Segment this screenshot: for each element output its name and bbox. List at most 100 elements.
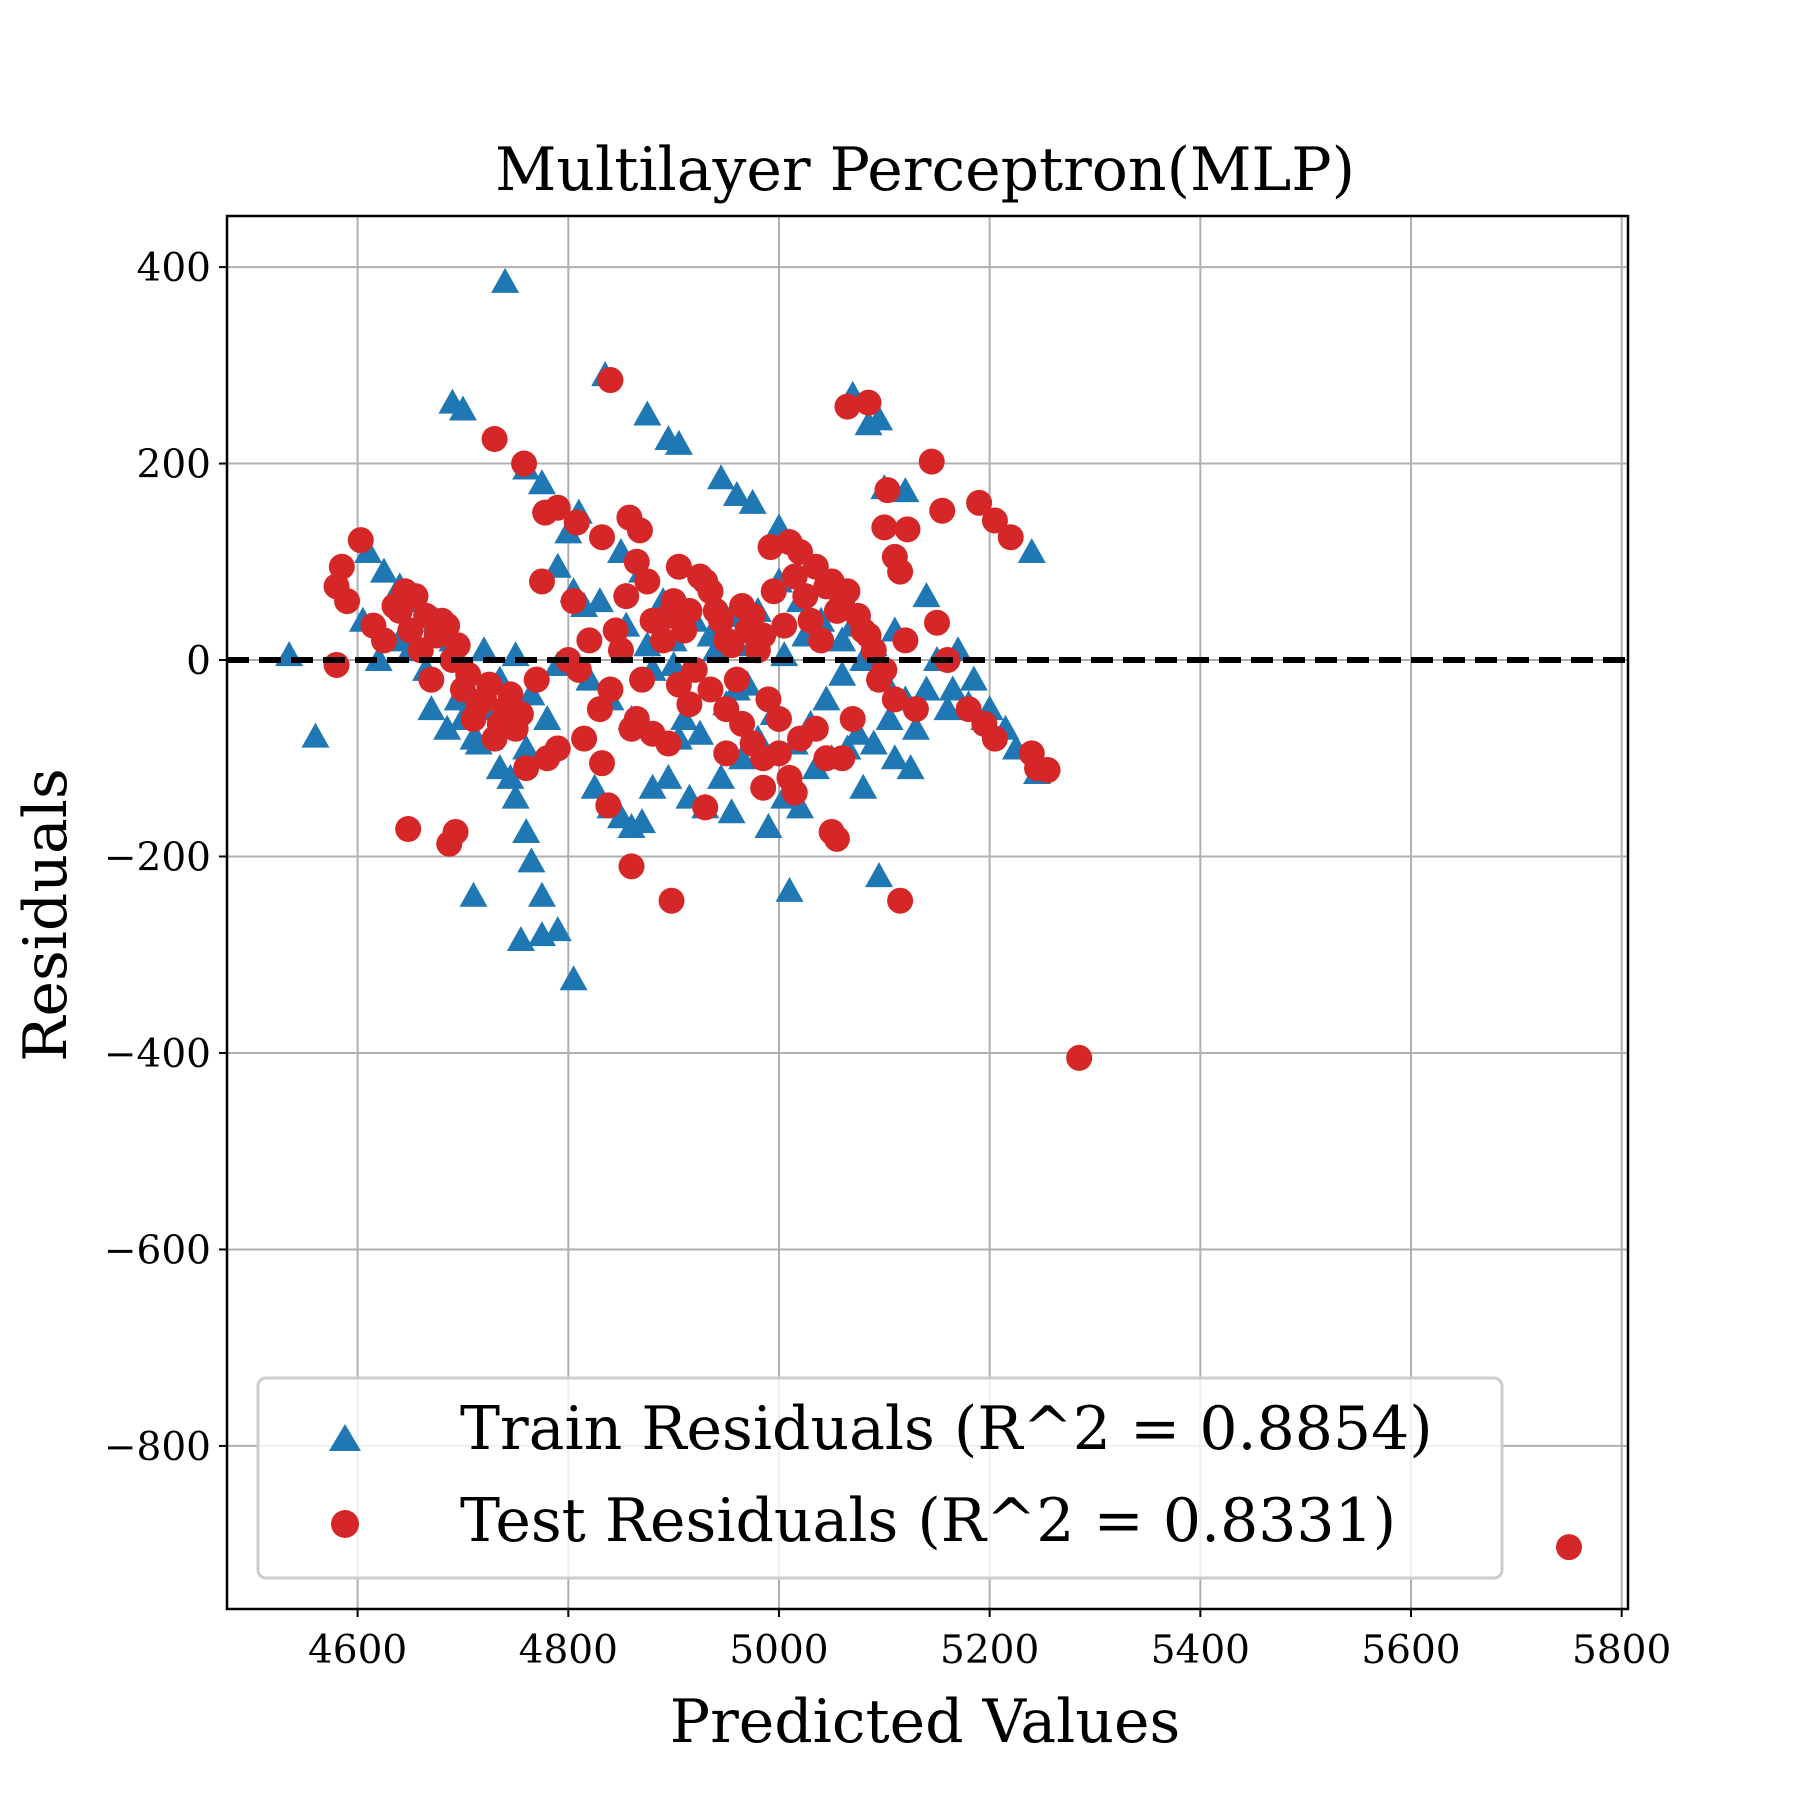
x-tick-label: 5400 bbox=[1151, 1628, 1250, 1673]
test-residual-point bbox=[418, 666, 445, 693]
train-residual-point bbox=[512, 817, 541, 843]
test-residual-point bbox=[697, 578, 724, 605]
train-residual-point bbox=[575, 665, 604, 691]
test-residual-point bbox=[713, 740, 740, 767]
test-residual-point bbox=[834, 578, 861, 605]
train-residual-point bbox=[801, 754, 830, 780]
train-residual-point bbox=[628, 808, 657, 834]
train-residual-point bbox=[849, 646, 878, 672]
train-residual-point bbox=[828, 626, 857, 652]
train-residual-point bbox=[496, 763, 525, 789]
train-residual-point bbox=[738, 488, 767, 514]
train-residual-point bbox=[659, 650, 688, 676]
test-residual-point bbox=[781, 563, 808, 590]
chart-title: Multilayer Perceptron(MLP) bbox=[495, 135, 1355, 205]
test-residual-point bbox=[323, 651, 350, 678]
test-residual-point bbox=[887, 887, 914, 914]
test-residual-point bbox=[665, 671, 692, 698]
test-residual-point bbox=[595, 792, 622, 819]
test-residual-point bbox=[442, 818, 469, 845]
train-residual-point bbox=[685, 719, 714, 745]
train-residual-point bbox=[506, 926, 535, 952]
test-residual-point bbox=[955, 696, 982, 723]
test-residual-point bbox=[571, 725, 598, 752]
test-residual-point bbox=[402, 583, 429, 610]
test-residual-point bbox=[834, 393, 861, 420]
test-residual-point bbox=[918, 448, 945, 475]
test-residual-point bbox=[650, 627, 677, 654]
legend-train-label: Train Residuals (R^2 = 0.8854) bbox=[460, 1394, 1433, 1464]
train-residual-point bbox=[775, 876, 804, 902]
test-residual-point bbox=[765, 705, 792, 732]
test-residual-point bbox=[718, 632, 745, 659]
train-residual-point bbox=[880, 744, 909, 770]
test-residual-point bbox=[808, 627, 835, 654]
data-points bbox=[275, 267, 1583, 1561]
test-residual-point bbox=[676, 691, 703, 718]
test-residual-point bbox=[589, 750, 616, 777]
y-tick-label: −200 bbox=[104, 836, 211, 881]
y-tick-label: 0 bbox=[186, 639, 211, 684]
train-residual-point bbox=[543, 552, 572, 578]
y-tick-label: 400 bbox=[137, 246, 211, 291]
test-residual-point bbox=[544, 494, 571, 521]
test-residual-point bbox=[455, 661, 482, 688]
test-residual-point bbox=[513, 755, 540, 782]
train-residual-point bbox=[559, 965, 588, 991]
test-residual-point bbox=[676, 597, 703, 624]
x-tick-label: 5000 bbox=[729, 1628, 828, 1673]
train-residual-point bbox=[517, 680, 546, 706]
test-residual-point bbox=[755, 686, 782, 713]
legend: Train Residuals (R^2 = 0.8854) Test Resi… bbox=[256, 1376, 1504, 1580]
test-residual-point bbox=[507, 701, 534, 728]
test-residual-point bbox=[602, 617, 629, 644]
test-residual-point bbox=[739, 602, 766, 629]
test-residual-point bbox=[697, 676, 724, 703]
plot-frame bbox=[225, 214, 1630, 1611]
test-residual-point bbox=[486, 710, 513, 737]
test-residual-point bbox=[528, 568, 555, 595]
y-tick-label: −600 bbox=[104, 1228, 211, 1273]
test-residual-point bbox=[497, 681, 524, 708]
train-residual-point bbox=[501, 783, 530, 809]
test-residual-point bbox=[655, 602, 682, 629]
test-residual-point bbox=[563, 509, 590, 536]
train-residual-point bbox=[670, 704, 699, 730]
test-residual-point bbox=[328, 553, 355, 580]
train-residual-point bbox=[722, 480, 751, 506]
test-residual-point bbox=[370, 627, 397, 654]
test-residual-point bbox=[871, 514, 898, 541]
test-residual-point bbox=[1034, 757, 1061, 784]
train-residual-point bbox=[633, 400, 662, 426]
test-residual-point bbox=[966, 489, 993, 516]
train-residual-point bbox=[859, 729, 888, 755]
train-residual-point bbox=[580, 773, 609, 799]
x-tick-label: 5600 bbox=[1361, 1628, 1460, 1673]
y-tick-label: −400 bbox=[104, 1032, 211, 1077]
test-residual-point bbox=[560, 588, 587, 615]
legend-box bbox=[256, 1376, 1504, 1580]
train-residual-point bbox=[728, 744, 757, 770]
train-residual-point bbox=[786, 793, 815, 819]
train-residual-point bbox=[369, 557, 398, 583]
train-residual-point bbox=[664, 429, 693, 455]
test-residual-point bbox=[597, 676, 624, 703]
test-residual-point bbox=[334, 588, 361, 615]
test-residual-point bbox=[894, 516, 921, 543]
train-residual-point bbox=[301, 722, 330, 748]
test-residual-point bbox=[629, 666, 656, 693]
x-tick-label: 5800 bbox=[1572, 1628, 1671, 1673]
test-residual-point bbox=[855, 389, 882, 416]
test-residual-point bbox=[511, 450, 538, 477]
y-axis-label: Residuals bbox=[11, 768, 81, 1061]
train-residual-point bbox=[828, 660, 857, 686]
test-residual-point bbox=[797, 607, 824, 634]
train-residual-point bbox=[865, 862, 894, 888]
test-residual-point bbox=[544, 735, 571, 762]
test-residual-point bbox=[665, 553, 692, 580]
x-tick-label: 4600 bbox=[308, 1628, 407, 1673]
test-residual-point bbox=[829, 745, 856, 772]
test-residual-point bbox=[613, 583, 640, 610]
test-residual-point bbox=[1066, 1044, 1093, 1071]
test-residual-point bbox=[771, 612, 798, 639]
